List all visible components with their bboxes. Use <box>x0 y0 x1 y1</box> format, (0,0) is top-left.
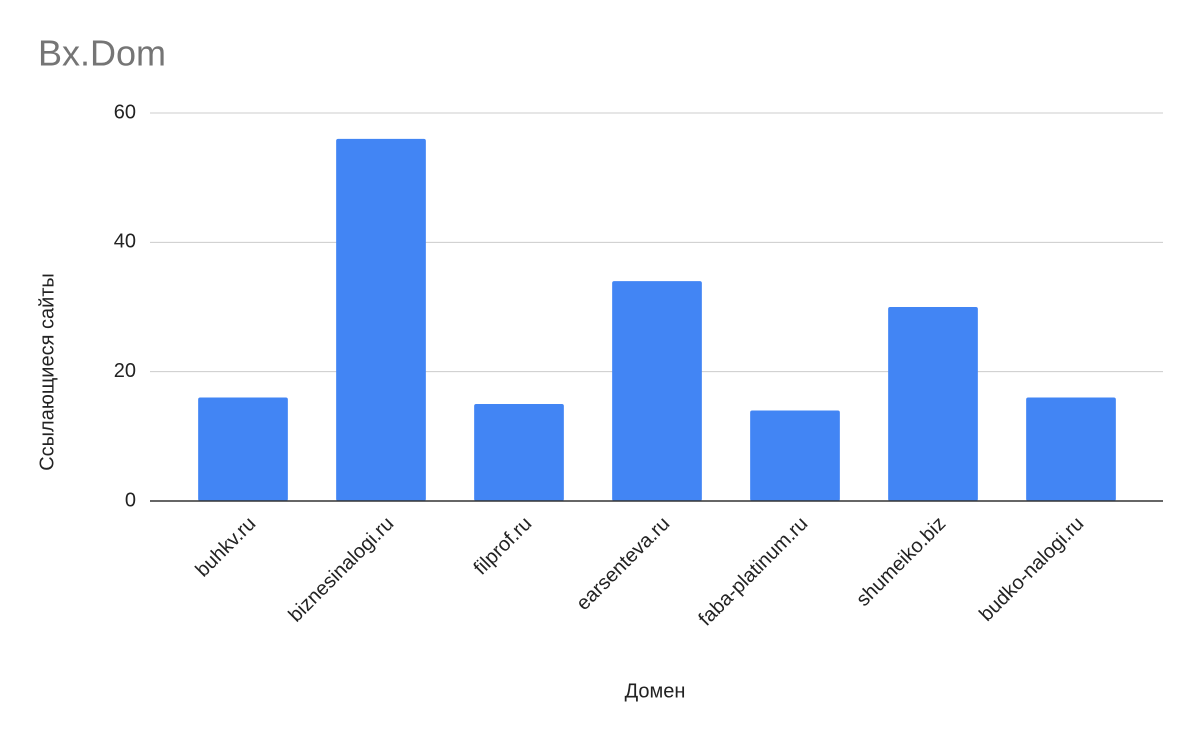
bar <box>1026 397 1116 501</box>
chart-title: Bx.Dom <box>38 33 166 74</box>
y-tick-label: 0 <box>125 489 136 511</box>
x-tick-label: faba-platinum.ru <box>695 513 813 631</box>
x-axis-label: Домен <box>625 680 686 702</box>
x-tick-label: filprof.ru <box>470 513 537 580</box>
bar <box>336 138 426 501</box>
y-tick-label: 60 <box>114 101 136 123</box>
bar <box>750 410 840 501</box>
bar <box>474 404 564 501</box>
bar <box>888 307 978 501</box>
x-tick-label: budko-nalogi.ru <box>975 513 1088 626</box>
y-tick-label: 40 <box>114 231 136 253</box>
x-tick-label: earsenteva.ru <box>572 513 674 615</box>
y-axis-label: Ссылающиеся сайты <box>36 273 58 471</box>
bar <box>612 281 702 501</box>
bar <box>198 397 288 501</box>
x-tick-label: biznesinalogi.ru <box>284 513 398 627</box>
y-tick-label: 20 <box>114 360 136 382</box>
x-tick-label: shumeiko.biz <box>852 513 950 611</box>
x-tick-label: buhkv.ru <box>192 513 261 582</box>
